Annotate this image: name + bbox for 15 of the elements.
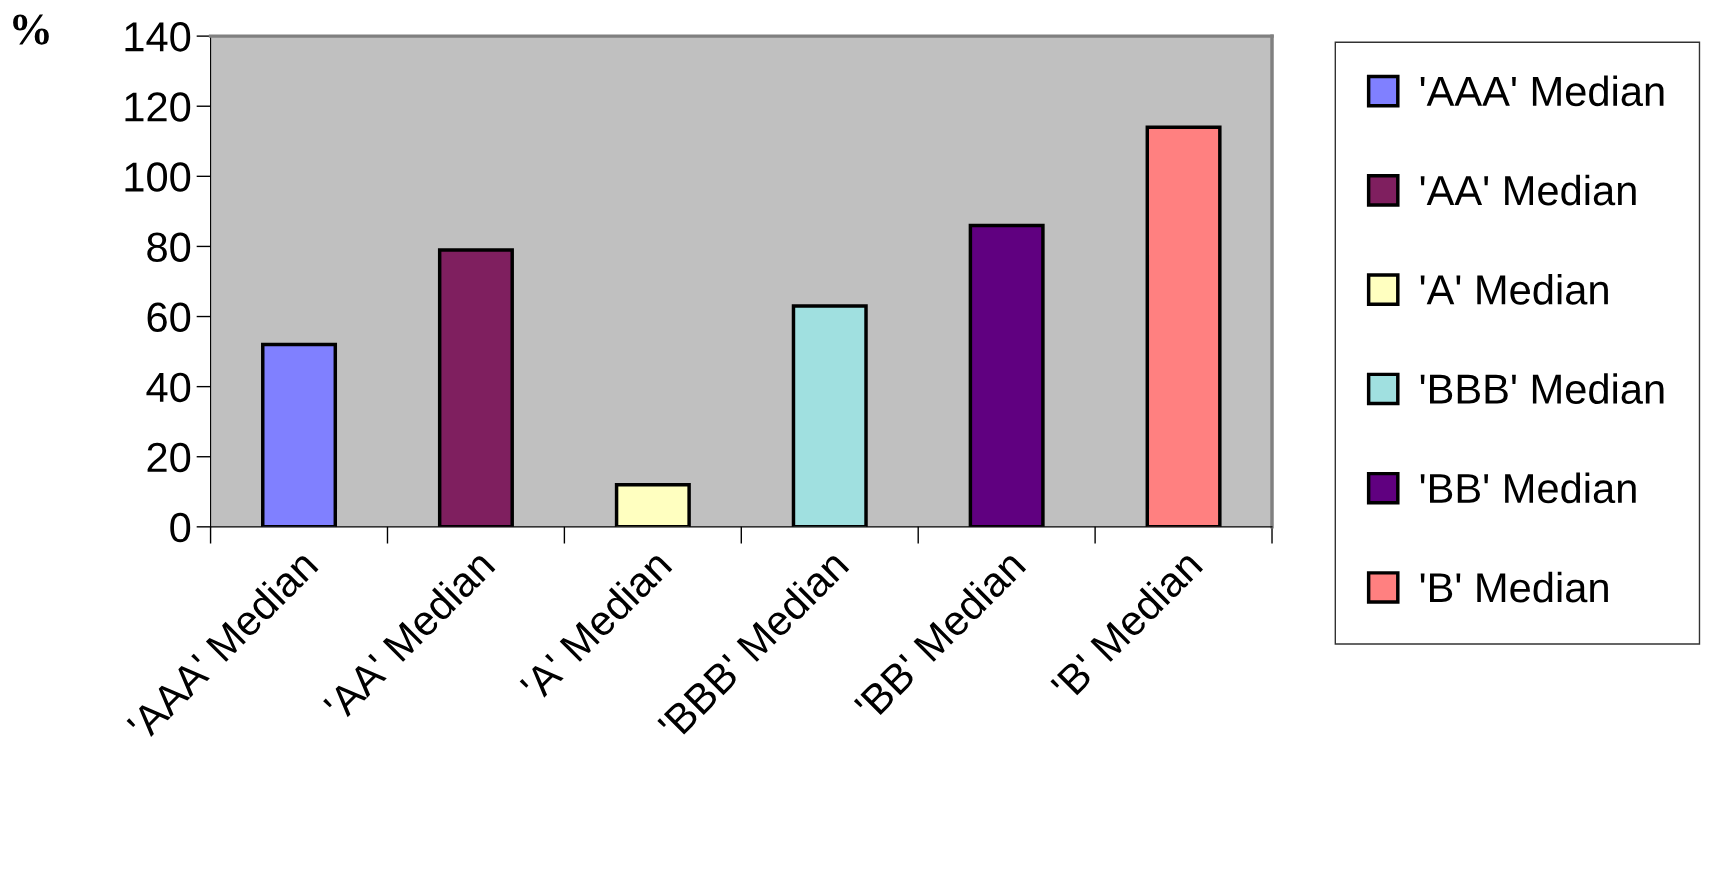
legend-label: 'BBB' Median: [1420, 373, 1664, 404]
legend-label: 'BB' Median: [1420, 472, 1636, 504]
y-tick-label: 80: [147, 232, 191, 262]
y-tick-label: 40: [146, 372, 191, 403]
y-tick-label: 60: [147, 302, 191, 333]
y-tick-label: 0: [170, 512, 191, 543]
y-tick-label: 120: [125, 92, 191, 122]
y-tick-label: 140: [125, 22, 191, 52]
legend-label: 'A' Median: [1420, 274, 1608, 305]
legend-label: 'AA' Median: [1420, 174, 1636, 206]
legend-label: 'B' Median: [1420, 571, 1608, 603]
y-axis-title: %: [13, 14, 49, 45]
y-tick-label: 100: [125, 162, 191, 192]
y-tick-label: 20: [147, 442, 191, 473]
legend-label: 'AAA' Median: [1420, 75, 1664, 107]
